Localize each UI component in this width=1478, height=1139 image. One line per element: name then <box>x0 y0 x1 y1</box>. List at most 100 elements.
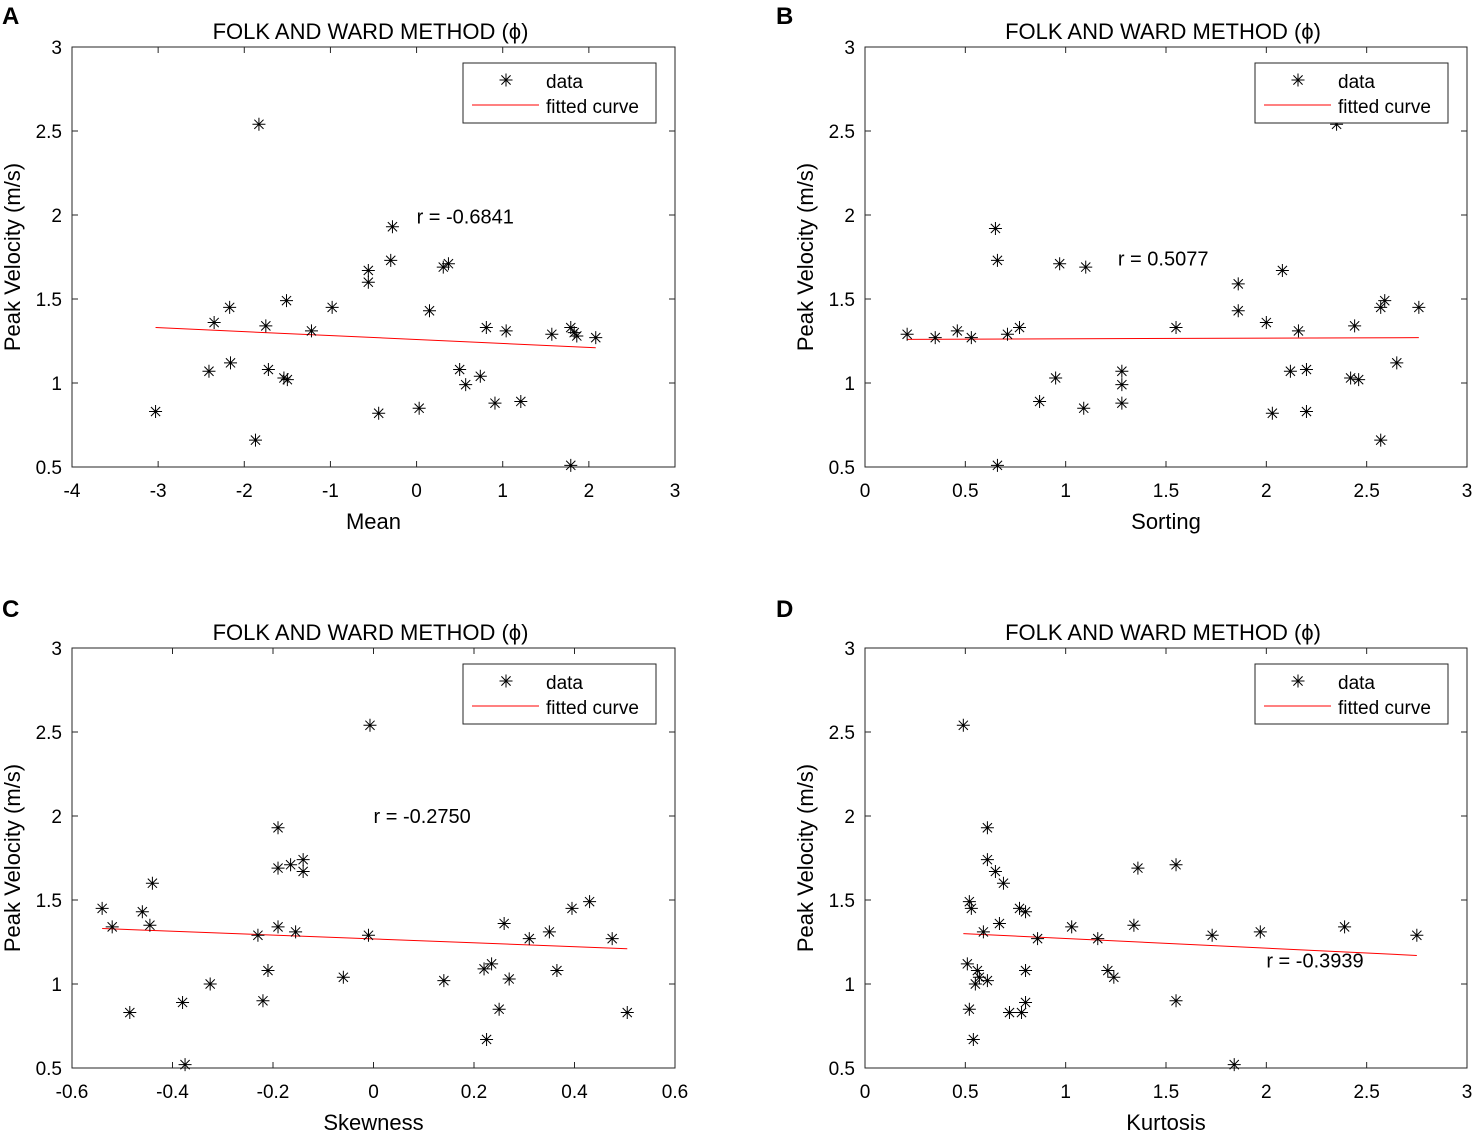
y-tick-label: 0.5 <box>36 458 62 479</box>
legend: data fitted curve <box>462 663 657 725</box>
legend-box <box>1254 663 1449 725</box>
data-point <box>422 304 436 318</box>
data-point <box>477 962 491 976</box>
data-point <box>950 324 964 338</box>
data-point <box>252 117 266 131</box>
data-point <box>1227 1058 1241 1072</box>
legend-entry-fitted: fitted curve <box>1338 97 1431 118</box>
data-point <box>437 974 451 988</box>
y-tick-label: 2 <box>51 807 62 828</box>
data-point <box>1330 117 1344 131</box>
x-tick-label: -0.4 <box>156 1082 189 1103</box>
panel-c: C -0.6 -0.4 -0.2 0 0.2 0.4 0.6 0.5 1 1.5 2 2.5 3 FOLK … <box>0 596 688 1135</box>
fitted-curve-line <box>155 327 596 349</box>
data-point <box>105 920 119 934</box>
x-tick-label: -0.2 <box>257 1082 290 1103</box>
x-tick-label: 0.6 <box>662 1082 688 1103</box>
correlation-annotation: r = -0.2750 <box>374 806 471 828</box>
data-point <box>1412 300 1426 314</box>
data-point <box>564 458 578 472</box>
data-point <box>990 253 1004 267</box>
y-tick-label: 2.5 <box>829 122 855 143</box>
legend-box <box>462 62 657 124</box>
fitted-curve-line <box>907 337 1419 340</box>
data-point <box>251 928 265 942</box>
data-point <box>441 257 455 271</box>
data-point <box>1390 356 1404 370</box>
data-point <box>1344 371 1358 385</box>
chart-title: FOLK AND WARD METHOD (ϕ) <box>1005 620 1321 645</box>
x-tick-label: -0.6 <box>56 1082 89 1103</box>
legend: data fitted curve <box>1254 62 1449 124</box>
x-tick-label: -4 <box>64 481 81 502</box>
data-point <box>384 253 398 267</box>
x-tick-label: 2.5 <box>1353 481 1379 502</box>
data-point <box>1019 905 1033 919</box>
data-point <box>564 321 578 335</box>
data-point <box>1299 405 1313 419</box>
panel-letter: C <box>2 596 19 623</box>
legend-entry-fitted: fitted curve <box>546 97 639 118</box>
data-point <box>542 925 556 939</box>
data-point <box>1231 277 1245 291</box>
data-point <box>296 853 310 867</box>
data-point <box>459 378 473 392</box>
data-point <box>248 433 262 447</box>
data-point <box>296 864 310 878</box>
data-point <box>545 327 559 341</box>
data-point <box>271 861 285 875</box>
legend-marker-icon <box>1291 73 1305 87</box>
data-point <box>135 905 149 919</box>
x-tick-label: 0 <box>860 1082 871 1103</box>
data-point <box>261 363 275 377</box>
data-point <box>149 405 163 419</box>
data-point <box>453 363 467 377</box>
legend-entry-fitted: fitted curve <box>546 698 639 719</box>
data-point <box>123 1006 137 1020</box>
data-point <box>385 220 399 234</box>
y-tick-label: 1.5 <box>36 290 62 311</box>
x-tick-label: 1 <box>1060 1082 1071 1103</box>
panel-letter: B <box>776 3 793 30</box>
data-point <box>145 876 159 890</box>
data-point <box>143 918 157 932</box>
legend-marker-icon <box>499 674 513 688</box>
y-tick-label: 1 <box>51 374 62 395</box>
data-point <box>259 319 273 333</box>
x-tick-label: 0.4 <box>561 1082 588 1103</box>
data-point <box>436 260 450 274</box>
data-point <box>1348 319 1362 333</box>
data-point <box>980 853 994 867</box>
data-point <box>277 371 291 385</box>
data-point <box>1378 294 1392 308</box>
data-point <box>928 331 942 345</box>
data-point <box>1259 316 1273 330</box>
y-tick-label: 0.5 <box>829 1059 855 1080</box>
data-point <box>1013 321 1027 335</box>
data-point <box>363 718 377 732</box>
y-tick-label: 1 <box>844 975 855 996</box>
data-point <box>1019 964 1033 978</box>
data-point <box>565 901 579 915</box>
chart-title: FOLK AND WARD METHOD (ϕ) <box>213 620 529 645</box>
data-point <box>256 994 270 1008</box>
data-point <box>473 369 487 383</box>
x-tick-label: 3 <box>1462 1082 1473 1103</box>
data-point <box>412 401 426 415</box>
x-axis-label: Sorting <box>1131 509 1201 534</box>
y-tick-label: 0.5 <box>36 1059 62 1080</box>
data-point <box>325 300 339 314</box>
y-tick-label: 3 <box>51 38 62 59</box>
x-axis-label: Mean <box>346 509 401 534</box>
y-tick-label: 0.5 <box>829 458 855 479</box>
data-point <box>956 718 970 732</box>
data-point <box>1127 918 1141 932</box>
data-point <box>962 1002 976 1016</box>
legend-box <box>462 663 657 725</box>
y-tick-label: 2.5 <box>36 723 62 744</box>
data-point <box>1115 378 1129 392</box>
x-tick-label: 2 <box>1261 1082 1272 1103</box>
data-point <box>962 895 976 909</box>
panel-a: A -4 -3 -2 -1 0 1 2 3 0.5 1 1.5 2 2.5 3 FOLK AND WARD M… <box>0 3 680 534</box>
x-tick-label: 3 <box>670 481 681 502</box>
